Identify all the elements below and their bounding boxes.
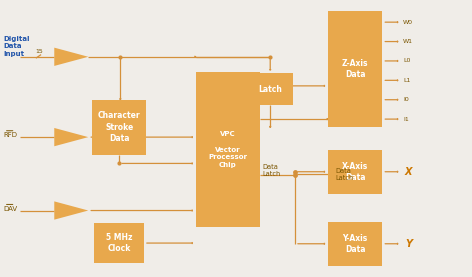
FancyBboxPatch shape [328,11,382,127]
Text: W0: W0 [403,20,413,25]
Polygon shape [54,128,88,146]
Text: L0: L0 [403,58,411,63]
Polygon shape [54,48,88,66]
Text: 5 MHz
Clock: 5 MHz Clock [106,233,133,253]
FancyBboxPatch shape [196,72,260,227]
Text: 15: 15 [35,49,43,54]
Text: I0: I0 [403,97,409,102]
FancyBboxPatch shape [328,222,382,266]
Text: X: X [405,167,413,177]
Text: Latch: Latch [258,85,282,94]
Text: Digital
Data
Input: Digital Data Input [4,36,30,57]
Text: DAV: DAV [4,206,18,212]
Text: L1: L1 [403,78,411,83]
Text: I1: I1 [403,117,409,122]
Text: Y-Axis
Data: Y-Axis Data [343,234,368,254]
Text: RFD: RFD [4,132,18,138]
Text: Data
Latch: Data Latch [262,164,280,177]
FancyBboxPatch shape [94,223,144,263]
Text: Y: Y [405,239,412,249]
Text: Data
Latch: Data Latch [335,168,354,181]
Text: Character
Stroke
Data: Character Stroke Data [98,111,141,143]
Text: X-Axis
Data: X-Axis Data [342,161,368,182]
Text: VPC

Vector
Processor
Chip: VPC Vector Processor Chip [208,131,247,168]
FancyBboxPatch shape [328,150,382,194]
Polygon shape [54,201,88,220]
Text: Z-Axis
Data: Z-Axis Data [342,59,369,79]
FancyBboxPatch shape [92,100,146,155]
FancyBboxPatch shape [248,73,293,105]
Text: W1: W1 [403,39,413,44]
